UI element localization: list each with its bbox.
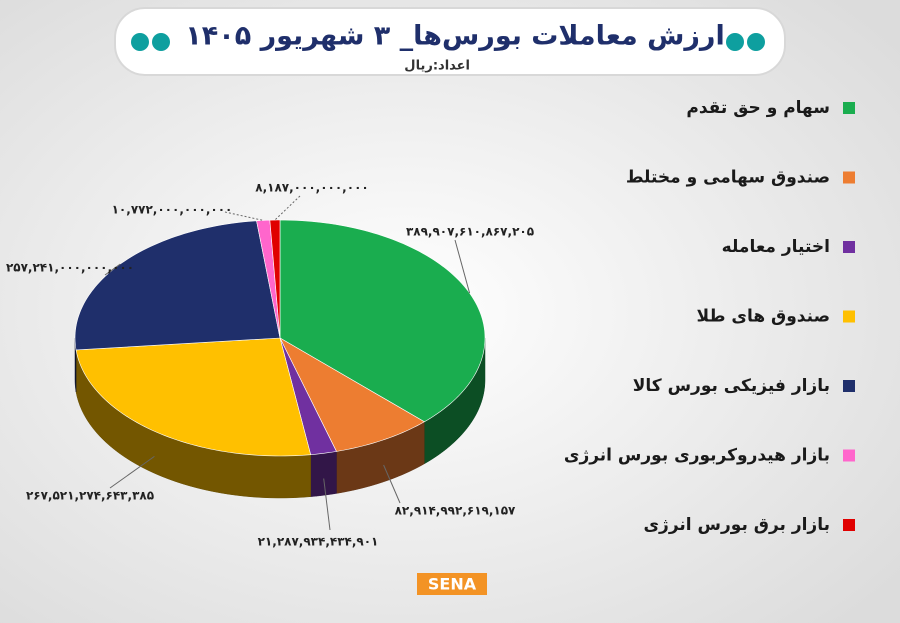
legend-label: صندوق های طلا	[697, 307, 830, 327]
slice	[269, 219, 281, 339]
legend-label: اختیار معامله	[722, 237, 830, 257]
chart-subtitle: اعداد:ریال	[404, 59, 470, 74]
legend-swatch	[843, 102, 855, 114]
slice	[279, 337, 337, 455]
quote-mark-left	[131, 33, 170, 51]
slice-side	[310, 451, 337, 497]
leader-line	[454, 239, 471, 294]
data-label: ۸,۱۸۷,۰۰۰,۰۰۰,۰۰۰	[255, 181, 368, 195]
slice	[279, 337, 425, 452]
leader-line	[224, 211, 264, 221]
data-label: ۲۱,۲۸۷,۹۳۴,۴۳۴,۹۰۱	[258, 535, 379, 549]
leader-line	[109, 455, 155, 489]
legend-swatch	[843, 310, 855, 323]
legend-label: سهام و حق تقدم	[686, 98, 830, 118]
title-box	[114, 7, 786, 76]
legend-label: بازار برق بورس انرژی	[643, 515, 830, 535]
legend-swatch	[843, 241, 855, 253]
data-label: ۸۲,۹۱۴,۹۹۲,۶۱۹,۱۵۷	[395, 504, 516, 518]
legend-label: صندوق سهامی و مختلط	[626, 168, 830, 188]
legend-swatch	[843, 171, 855, 184]
leader-line	[383, 464, 401, 504]
legend-label: بازار فیزیکی بورس کالا	[633, 376, 830, 396]
leader-line	[274, 195, 301, 221]
leader-line	[104, 263, 121, 276]
data-label: ۳۸۹,۹۰۷,۶۱۰,۸۶۷,۲۰۵	[406, 225, 534, 239]
quote-mark-right	[726, 33, 765, 51]
data-label: ۲۵۷,۲۴۱,۰۰۰,۰۰۰,۰۰۰	[6, 261, 134, 275]
legend-label: بازار هیدروکربوری بورس انرژی	[564, 446, 830, 466]
legend-swatch	[843, 380, 855, 392]
data-label: ۲۶۷,۵۲۱,۲۷۴,۶۴۳,۳۸۵	[26, 489, 154, 503]
data-label: ۱۰,۷۷۲,۰۰۰,۰۰۰,۰۰۰	[112, 203, 233, 217]
legend-swatch	[843, 519, 855, 531]
slice	[75, 337, 312, 457]
chart-title: ارزش معاملات بورس‌ها_ ۳ شهریور ۱۴۰۵	[185, 21, 724, 52]
leader-line	[323, 478, 331, 531]
legend-swatch	[843, 449, 855, 462]
logo: SENA	[428, 575, 477, 594]
logo-box	[417, 573, 487, 595]
